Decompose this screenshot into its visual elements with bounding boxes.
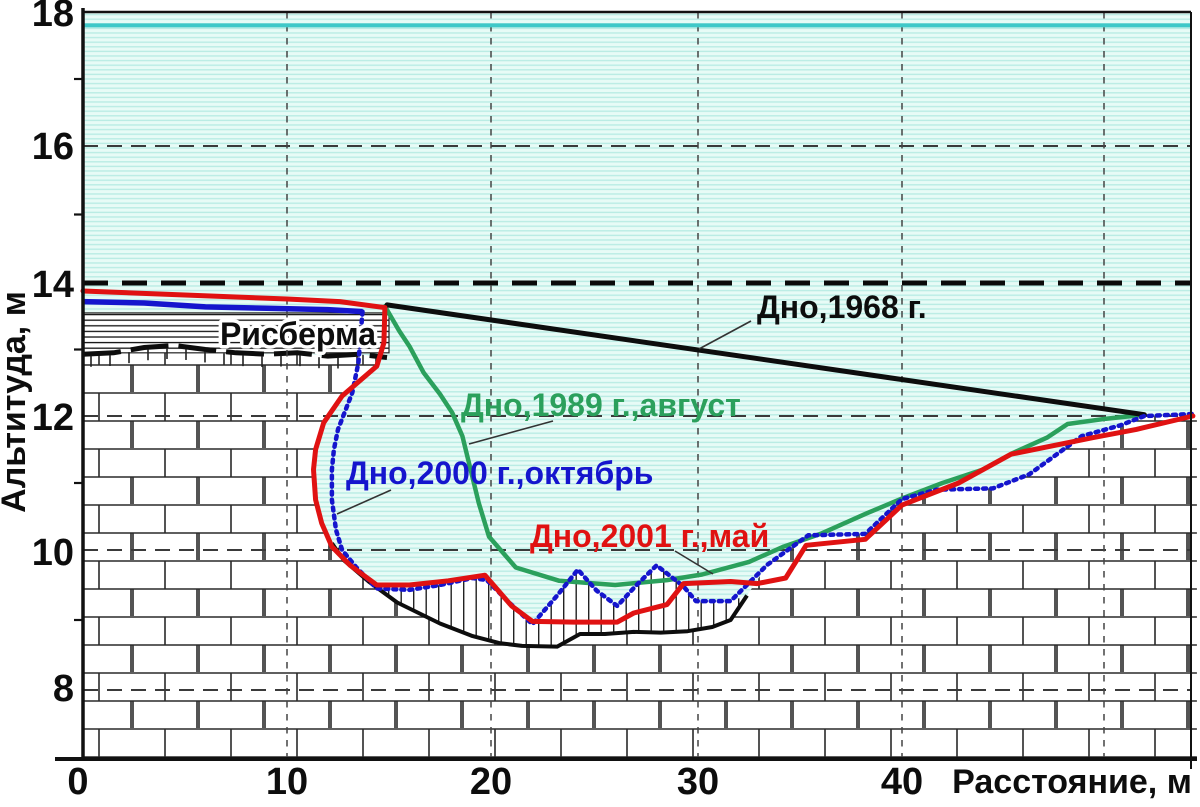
y-tick-12: 12	[32, 397, 74, 439]
apron-band	[82, 312, 390, 354]
x-tick-20: 20	[470, 761, 512, 803]
scour-outline	[330, 542, 749, 649]
leader-bed-1968	[698, 320, 752, 350]
x-tick-30: 30	[677, 761, 719, 803]
y-tick-8: 8	[53, 668, 74, 710]
leader-bed-2000	[336, 489, 392, 515]
bedrock-ground	[83, 342, 1197, 759]
y-tick-14: 14	[32, 264, 74, 306]
line-bed-1968	[384, 302, 1147, 418]
y-tick-16: 16	[32, 126, 74, 168]
label-bed-1968: Дно,1968 г.	[757, 289, 927, 325]
x-tick-40: 40	[881, 761, 923, 803]
y-tick-10: 10	[32, 532, 74, 574]
series-layer	[80, 288, 1196, 649]
y-tick-18: 18	[32, 0, 74, 35]
label-bed-2001: Дно,2001 г.,май	[530, 518, 769, 554]
x-tick-10: 10	[266, 761, 308, 803]
x-tick-0: 0	[67, 761, 88, 803]
leader-bed-1989	[468, 420, 554, 445]
apron-label: Рисберма	[220, 316, 376, 352]
grid-layer	[83, 12, 1191, 759]
label-bed-1989: Дно,1989 г.,август	[461, 387, 741, 423]
x-axis-title: Расстояние, м	[952, 763, 1192, 801]
background-layer	[82, 12, 1197, 759]
axis-frame	[55, 8, 1197, 769]
line-bed-2000-apron	[82, 298, 363, 315]
label-bed-2000: Дно,2000 г.,октябрь	[346, 455, 653, 491]
apron-base-line	[82, 342, 388, 360]
y-axis-title: Альтитуда, м	[0, 291, 33, 513]
line-bed-2001	[80, 288, 1196, 625]
leader-bed-2001	[674, 550, 714, 575]
